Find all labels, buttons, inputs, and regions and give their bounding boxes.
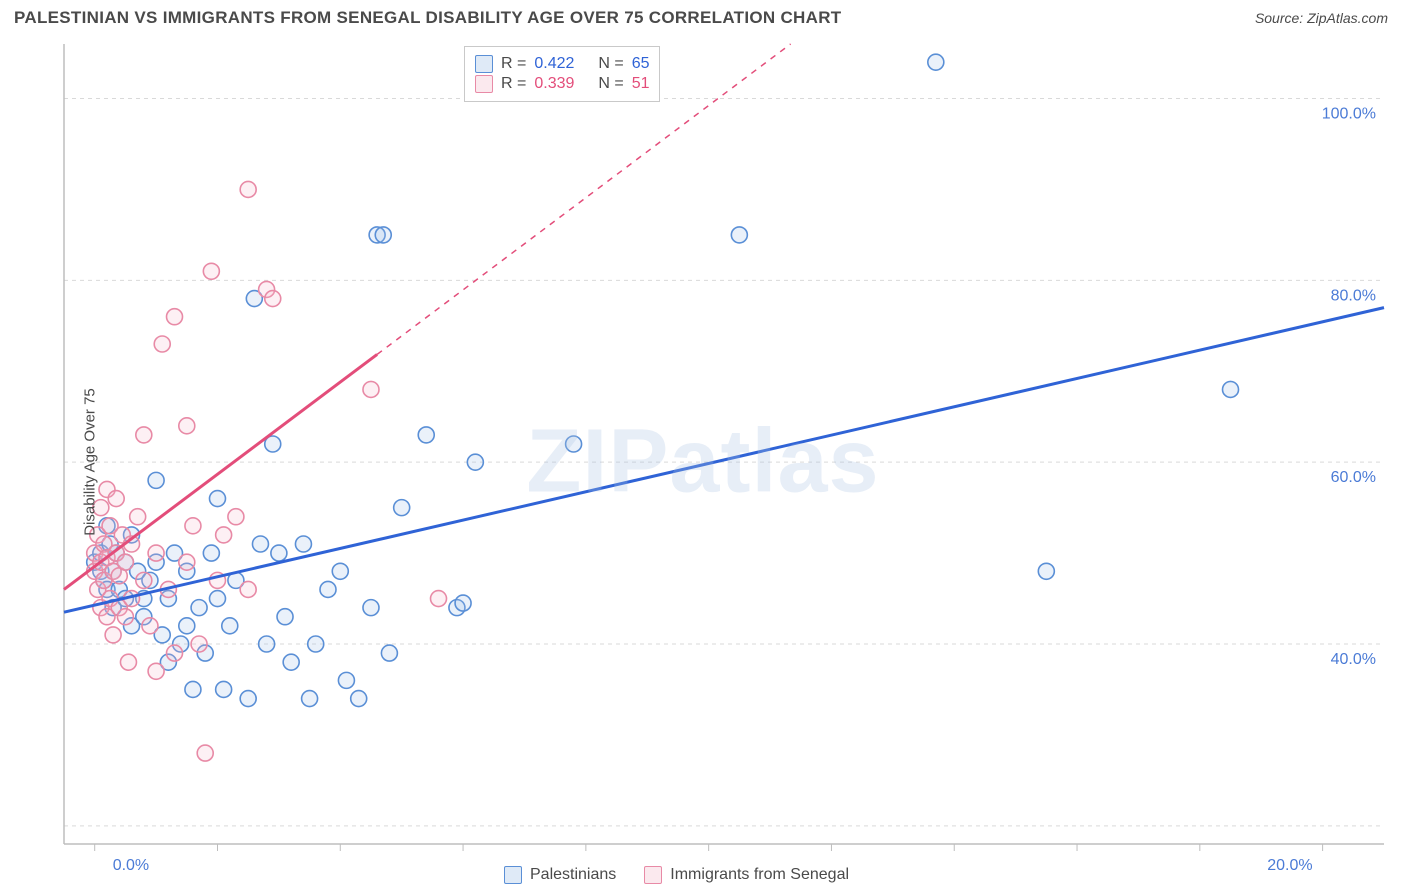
legend-correlation-row: R = 0.422 N = 65 bbox=[475, 55, 649, 73]
legend-n-label: N = bbox=[598, 75, 623, 93]
trend-line bbox=[64, 308, 1384, 613]
scatter-chart: 40.0% 60.0% 80.0% 100.0% 0.0% 20.0% bbox=[14, 38, 1392, 886]
data-point bbox=[179, 554, 195, 570]
data-point bbox=[252, 536, 268, 552]
data-point bbox=[191, 600, 207, 616]
data-point bbox=[467, 454, 483, 470]
data-point bbox=[136, 572, 152, 588]
data-point bbox=[338, 672, 354, 688]
legend-correlation-row: R = 0.339 N = 51 bbox=[475, 75, 649, 93]
legend-r-value: 0.339 bbox=[534, 75, 590, 93]
data-point bbox=[240, 581, 256, 597]
data-point bbox=[105, 627, 121, 643]
chart-title: PALESTINIAN VS IMMIGRANTS FROM SENEGAL D… bbox=[14, 8, 841, 28]
data-point bbox=[179, 418, 195, 434]
data-point bbox=[197, 745, 213, 761]
legend-correlation: R = 0.422 N = 65 R = 0.339 N = 51 bbox=[464, 46, 660, 102]
data-point bbox=[167, 309, 183, 325]
data-point bbox=[1223, 381, 1239, 397]
data-point bbox=[228, 509, 244, 525]
data-point bbox=[240, 181, 256, 197]
data-point bbox=[431, 591, 447, 607]
legend-series-name: Palestinians bbox=[530, 866, 616, 884]
data-point bbox=[191, 636, 207, 652]
data-point bbox=[117, 554, 133, 570]
data-point bbox=[167, 645, 183, 661]
legend-series-item: Palestinians bbox=[504, 866, 616, 884]
data-point bbox=[351, 691, 367, 707]
data-point bbox=[1038, 563, 1054, 579]
data-point bbox=[148, 663, 164, 679]
data-point bbox=[216, 527, 232, 543]
data-point bbox=[265, 291, 281, 307]
svg-text:60.0%: 60.0% bbox=[1331, 469, 1376, 486]
legend-n-value: 65 bbox=[632, 55, 650, 73]
svg-text:100.0%: 100.0% bbox=[1322, 106, 1376, 123]
data-point bbox=[209, 491, 225, 507]
data-point bbox=[731, 227, 747, 243]
data-point bbox=[320, 581, 336, 597]
data-point bbox=[332, 563, 348, 579]
legend-n-label: N = bbox=[598, 55, 623, 73]
source-attribution: Source: ZipAtlas.com bbox=[1255, 10, 1388, 26]
data-point bbox=[418, 427, 434, 443]
svg-text:40.0%: 40.0% bbox=[1331, 651, 1376, 668]
svg-text:20.0%: 20.0% bbox=[1267, 857, 1312, 874]
data-point bbox=[120, 654, 136, 670]
data-point bbox=[179, 618, 195, 634]
legend-series-item: Immigrants from Senegal bbox=[644, 866, 849, 884]
data-point bbox=[277, 609, 293, 625]
legend-series-name: Immigrants from Senegal bbox=[670, 866, 849, 884]
data-point bbox=[455, 595, 471, 611]
data-point bbox=[295, 536, 311, 552]
legend-swatch bbox=[475, 55, 493, 73]
data-point bbox=[203, 545, 219, 561]
data-point bbox=[363, 600, 379, 616]
data-point bbox=[203, 263, 219, 279]
legend-r-label: R = bbox=[501, 55, 526, 73]
data-point bbox=[375, 227, 391, 243]
y-axis-label: Disability Age Over 75 bbox=[81, 388, 98, 536]
data-point bbox=[394, 500, 410, 516]
legend-r-value: 0.422 bbox=[534, 55, 590, 73]
data-point bbox=[240, 691, 256, 707]
data-point bbox=[117, 609, 133, 625]
trend-line bbox=[64, 354, 377, 589]
data-point bbox=[216, 681, 232, 697]
data-point bbox=[566, 436, 582, 452]
data-point bbox=[185, 681, 201, 697]
data-point bbox=[381, 645, 397, 661]
data-point bbox=[148, 545, 164, 561]
data-point bbox=[185, 518, 201, 534]
data-point bbox=[108, 491, 124, 507]
data-point bbox=[222, 618, 238, 634]
chart-container: Disability Age Over 75 ZIPatlas 40.0%60.… bbox=[14, 38, 1392, 886]
data-point bbox=[136, 427, 152, 443]
data-point bbox=[130, 509, 146, 525]
legend-r-label: R = bbox=[501, 75, 526, 93]
data-point bbox=[283, 654, 299, 670]
data-point bbox=[154, 336, 170, 352]
data-point bbox=[363, 381, 379, 397]
legend-series: Palestinians Immigrants from Senegal bbox=[504, 866, 849, 884]
data-point bbox=[271, 545, 287, 561]
svg-text:0.0%: 0.0% bbox=[113, 857, 149, 874]
data-point bbox=[148, 472, 164, 488]
legend-swatch bbox=[504, 866, 522, 884]
legend-n-value: 51 bbox=[632, 75, 650, 93]
data-point bbox=[259, 636, 275, 652]
legend-swatch bbox=[475, 75, 493, 93]
data-point bbox=[302, 691, 318, 707]
data-point bbox=[142, 618, 158, 634]
legend-swatch bbox=[644, 866, 662, 884]
svg-text:80.0%: 80.0% bbox=[1331, 287, 1376, 304]
data-point bbox=[928, 54, 944, 70]
data-point bbox=[209, 591, 225, 607]
data-point bbox=[308, 636, 324, 652]
